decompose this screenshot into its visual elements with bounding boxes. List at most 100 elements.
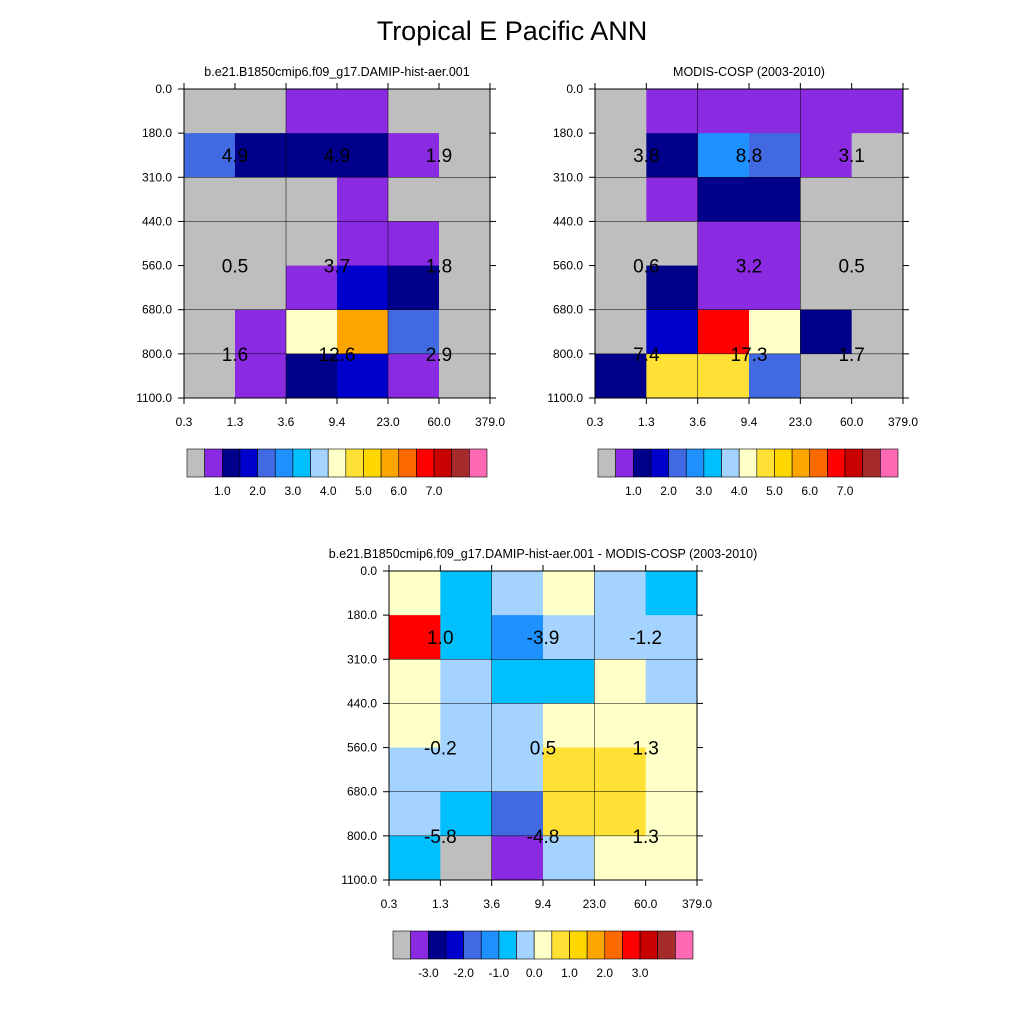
y-tick-label: 180.0 [553,126,583,140]
colorbar: 1.0 2.0 3.0 4.0 5.0 6.0 7.0 [597,448,899,498]
cell-value-label: 1.3 [632,739,658,760]
x-tick-label: 3.6 [278,415,295,429]
colorbar-swatch [632,448,652,478]
heatmap-cell [439,221,491,267]
colorbar-swatch [416,448,435,478]
heatmap-cell [491,747,544,793]
heatmap-cell [286,177,338,222]
heatmap-cell [697,177,750,222]
heatmap-cell [800,265,853,311]
heatmap-cell [440,791,493,837]
heatmap-cell [800,353,853,399]
colorbar-swatch [345,448,364,478]
heatmap-cell [439,133,491,178]
colorbar-label: 3.0 [696,484,713,498]
y-tick-label: 1100.0 [341,873,377,887]
heatmap-cell [646,221,699,267]
heatmap-cell [697,309,750,355]
colorbar-swatch [827,448,846,478]
heatmap-cell [235,221,287,267]
heatmap-cell [337,221,389,267]
heatmap-cell [286,353,338,399]
heatmap-cell [851,353,904,399]
heatmap-cell [749,309,801,355]
cell-value-label: -4.8 [527,827,560,848]
heatmap-cell [800,177,853,222]
heatmap-cell [851,133,904,178]
y-tick-label: 560.0 [347,741,377,755]
colorbar-label: 6.0 [390,484,407,498]
colorbar-swatch [756,448,775,478]
x-tick-label: 1.3 [227,415,244,429]
heatmap-cell [594,835,647,881]
x-tick-label: 1.3 [432,897,449,911]
y-tick-label: 680.0 [142,303,172,317]
heatmap-cell [645,835,698,881]
colorbar-swatch [204,448,223,478]
colorbar-swatch [597,448,616,478]
x-tick-label: 0.3 [381,897,398,911]
colorbar-label: 0.0 [526,966,543,980]
colorbar-swatch [703,448,722,478]
heatmap-cell [440,571,493,616]
colorbar-label: 1.0 [214,484,231,498]
heatmap-cell [235,265,287,311]
heatmap-cell [184,265,236,311]
heatmap-cell [388,265,440,311]
x-tick-label: 60.0 [427,415,451,429]
cell-value-label: 0.5 [838,257,864,278]
y-tick-label: 560.0 [142,259,172,273]
colorbar-label: 3.0 [285,484,302,498]
heatmap-cell [594,791,647,837]
cell-value-label: 1.7 [838,345,864,366]
colorbar-label: -1.0 [489,966,510,980]
heatmap-cell [337,265,389,311]
heatmap-cell [389,703,441,749]
heatmap-cell [491,703,544,749]
heatmap-cell [697,133,750,178]
heatmap-cell [439,89,491,134]
heatmap-cell [595,133,647,178]
colorbar-swatch [310,448,329,478]
x-tick-label: 60.0 [840,415,864,429]
heatmap-cell [800,89,853,134]
colorbar-swatch [516,930,535,960]
colorbar-label: 6.0 [801,484,818,498]
heatmap-cell [594,659,647,704]
x-tick-label: 60.0 [634,897,658,911]
y-tick-label: 800.0 [142,347,172,361]
colorbar-swatch [363,448,382,478]
cell-value-label: 12.6 [319,345,356,366]
heatmap-cell [594,747,647,793]
page-title: Tropical E Pacific ANN [376,16,648,46]
heatmap-cell [595,177,647,222]
y-tick-label: 310.0 [347,652,377,666]
heatmap-cell [646,177,699,222]
heatmap-cell [388,221,440,267]
heatmap-cell [543,615,595,660]
x-tick-label: 3.6 [689,415,706,429]
heatmap-cell [646,133,699,178]
colorbar-swatch [380,448,400,478]
cell-value-label: 3.7 [324,257,350,278]
cell-value-label: -0.2 [424,739,457,760]
x-tick-label: 1.3 [638,415,655,429]
heatmap-cell [235,353,287,399]
cell-value-label: 0.5 [530,739,556,760]
heatmap-cell [646,89,699,134]
heatmap-panel-3: b.e21.B1850cmip6.f09_g17.DAMIP-hist-aer.… [329,547,757,980]
y-tick-label: 680.0 [553,303,583,317]
colorbar-swatch [880,448,899,478]
colorbar: 1.0 2.0 3.0 4.0 5.0 6.0 7.0 [186,448,488,498]
heatmap-cell [594,703,647,749]
heatmap-cell [851,265,904,311]
heatmap-cell [645,703,698,749]
heatmap-cell [749,221,801,267]
x-tick-label: 9.4 [535,897,552,911]
heatmap-cell [389,835,441,881]
cell-value-label: 1.6 [222,345,248,366]
colorbar-label: 2.0 [660,484,677,498]
y-tick-label: 0.0 [155,82,172,96]
heatmap-cell [595,309,647,355]
x-tick-label: 379.0 [475,415,505,429]
